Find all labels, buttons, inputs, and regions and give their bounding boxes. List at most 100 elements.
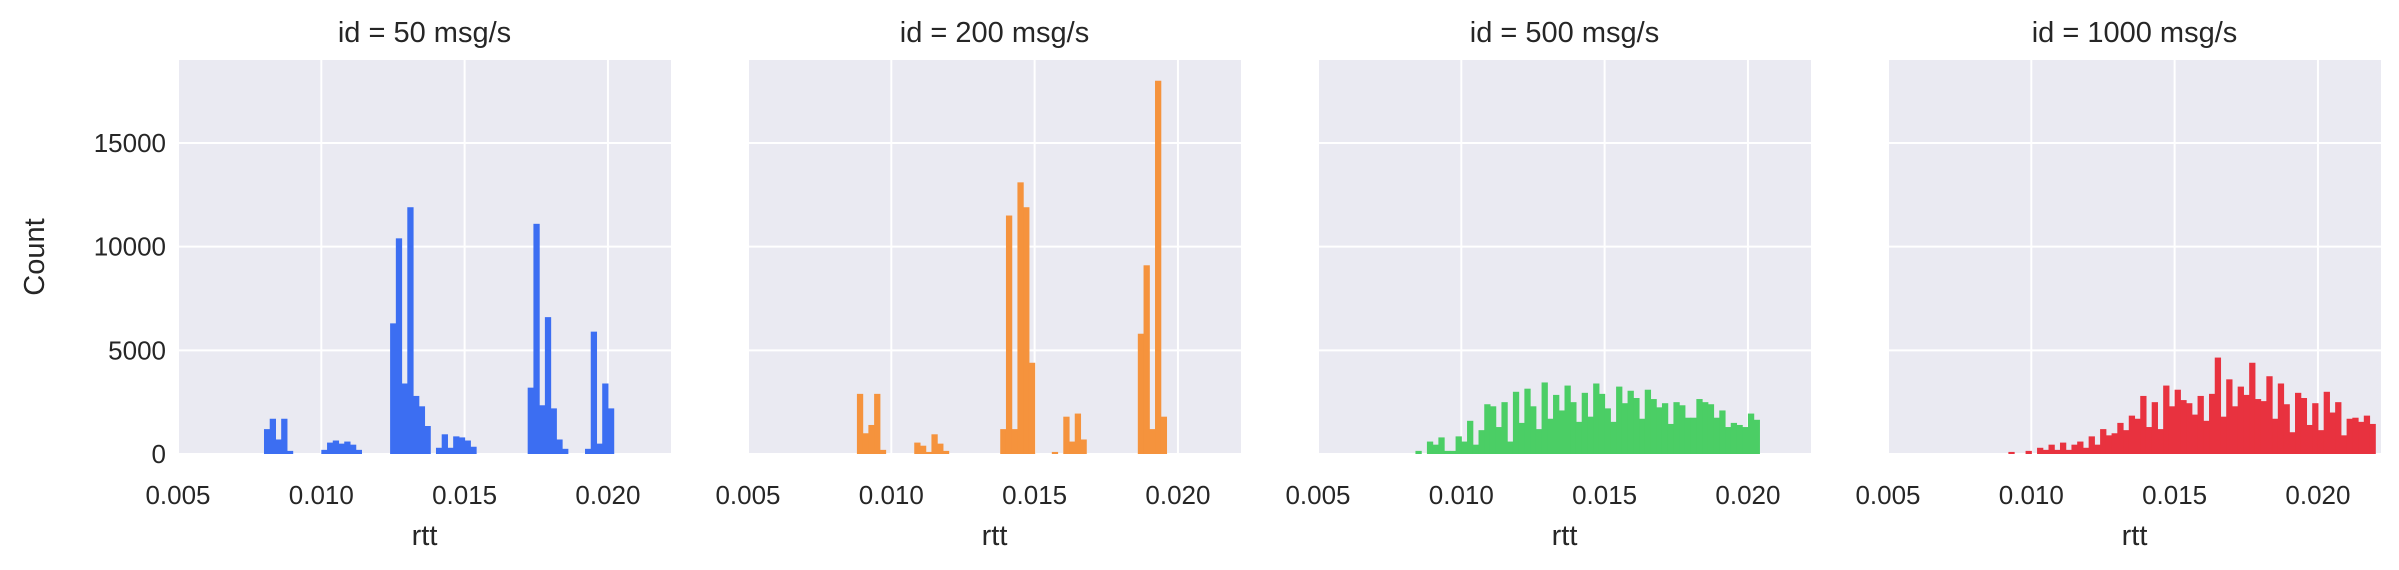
histogram-bar [942,450,950,454]
histogram-bar [441,434,448,454]
x-axis-label: rtt [982,520,1008,552]
histogram-bar [1564,385,1571,454]
histogram-bar [1415,450,1422,454]
histogram-bar [544,317,552,454]
histogram-bar [281,418,288,454]
histogram-bar [1149,429,1156,454]
histogram-bar [1570,402,1577,454]
histogram-bar [2363,415,2371,454]
histogram-bar [2266,376,2273,454]
histogram-bar [919,445,927,454]
histogram-bar [2220,416,2227,454]
histogram-bar [2123,430,2130,454]
histogram-bar [2295,392,2302,454]
histogram-bar [2289,432,2296,454]
histogram-bar [1753,419,1760,454]
histogram-bar [395,238,403,454]
histogram-bar [2048,444,2055,454]
histogram-bar [1650,399,1657,454]
histogram-bar [464,440,471,454]
histogram-bar [1478,430,1485,454]
histogram-bar [1667,423,1674,454]
histogram-bar [1644,389,1652,454]
histogram-bar [527,387,534,454]
histogram-bar [1719,410,1726,454]
histogram-bar [2306,424,2313,454]
x-axis-label: rtt [412,520,438,552]
histogram-bar [925,451,932,454]
histogram-bar [458,437,466,454]
histogram-bar [1028,362,1036,454]
histogram-bar [1696,399,1703,454]
x-tick-label: 0.015 [1002,480,1067,510]
histogram-bar [2323,391,2330,454]
histogram-bar [1455,436,1462,454]
histogram-bar [413,395,420,454]
histogram-bar [2300,398,2308,454]
panel-title: id = 50 msg/s [338,17,511,49]
histogram-bar [1616,386,1623,454]
histogram-bar [590,331,598,454]
histogram-bar [585,448,592,454]
y-tick-label: 5000 [108,335,166,365]
histogram-bar [1541,382,1548,454]
histogram-bar [2191,414,2199,454]
histogram-bar [1051,451,1059,454]
x-tick-label: 0.020 [575,480,640,510]
histogram-bar [327,442,334,454]
histogram-bar [1000,429,1007,454]
plot-background [1888,60,2381,454]
histogram-bar [2237,386,2244,454]
histogram-bar [344,441,351,454]
histogram-bar [1604,408,1611,454]
histogram-bar [2065,449,2072,454]
histogram-bar [286,450,294,454]
histogram-bar [2174,389,2181,454]
histogram-bar [1432,444,1439,454]
histogram-bar [1518,422,1525,454]
histogram-bar [390,323,397,454]
histogram-bar [1639,418,1646,454]
histogram-bar [1747,413,1755,454]
histogram-bar [2008,451,2015,454]
x-tick-label: 0.020 [2285,480,2350,510]
histogram-bar [2231,406,2239,454]
histogram-bar [2059,442,2067,454]
x-tick-label: 0.010 [289,480,354,510]
histogram-bar [2312,403,2319,454]
histogram-bar [1512,391,1520,454]
histogram-bar [2358,421,2365,454]
facet-panel-2: id = 200 msg/s 0.005 0.010 0.015 0.020 rtt [715,17,1241,552]
x-tick-label: 0.005 [715,480,780,510]
panel-title: id = 1000 msg/s [2032,17,2238,49]
histogram-bar [2352,417,2359,454]
x-tick-label: 0.010 [859,480,924,510]
histogram-bar [1587,416,1594,454]
histogram-bar [2346,418,2353,454]
histogram-bar [1581,392,1588,454]
x-tick-label: 0.005 [145,480,210,510]
histogram-bar [2249,362,2256,454]
facet-panel-1: id = 50 msg/s 0.005 0.010 0.015 0.020 rtt 0 500… [19,17,671,552]
histogram-bar [332,440,340,454]
y-tick-label: 10000 [94,232,166,262]
histogram-bar [2168,406,2176,454]
histogram-bar [533,223,540,454]
histogram-bar [1593,383,1600,454]
y-tick-label: 0 [152,439,166,469]
x-tick-label: 0.015 [432,480,497,510]
histogram-bar [2340,435,2348,454]
x-tick-label: 0.005 [1855,480,1920,510]
histogram-bar [1063,416,1070,454]
histogram-bar [1730,422,1738,454]
x-axis-label: rtt [1552,520,1578,552]
histogram-bar [914,442,921,454]
histogram-bar [1679,405,1686,454]
histogram-bar [1598,393,1606,454]
panel-title: id = 200 msg/s [900,17,1089,49]
histogram-bar [321,449,328,454]
histogram-bar [2186,403,2193,454]
histogram-bar [2134,418,2141,454]
plot-background [748,60,1241,454]
